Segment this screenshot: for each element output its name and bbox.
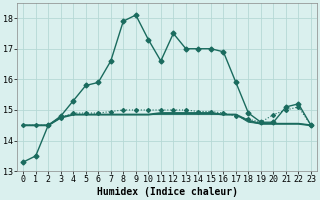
- X-axis label: Humidex (Indice chaleur): Humidex (Indice chaleur): [97, 187, 237, 197]
